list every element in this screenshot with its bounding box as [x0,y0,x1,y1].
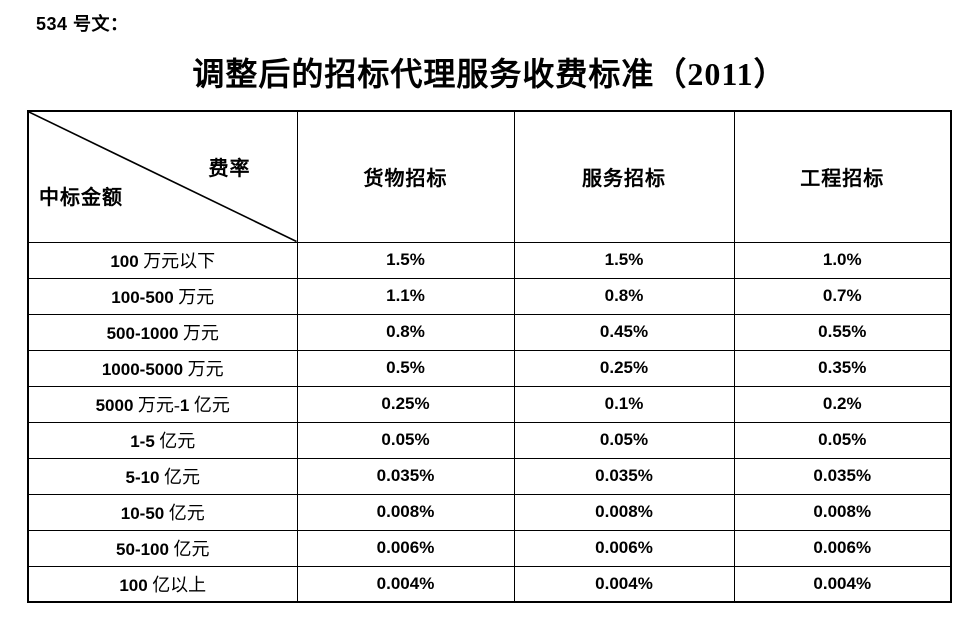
fee-table-body: 100 万元以下 1.5% 1.5% 1.0% 100-500 万元 1.1% 0.8% 0.… [27,241,952,603]
rate-value-cell: 1.5% [513,241,735,279]
table-row: 500-1000 万元 0.8% 0.45% 0.55% [27,313,952,351]
corner-label-bid-amount: 中标金额 [39,186,123,209]
corner-header-cell: 费率 中标金额 [27,110,298,243]
row-label-amount-range: 1000-5000 万元 [27,349,298,387]
rate-value-cell: 0.035% [513,457,735,495]
doc-number-label: 534 号文： [36,14,129,34]
rate-value-cell: 0.006% [296,529,515,567]
column-header-goods-bidding: 货物招标 [296,110,515,243]
row-label-amount-range: 100-500 万元 [27,277,298,315]
rate-value-cell: 0.2% [733,385,952,423]
row-label-amount-range: 5-10 亿元 [27,457,298,495]
rate-value-cell: 0.006% [733,529,952,567]
row-label-amount-range: 100 亿以上 [27,565,298,603]
column-header-service-bidding: 服务招标 [513,110,735,243]
table-row: 100-500 万元 1.1% 0.8% 0.7% [27,277,952,315]
rate-value-cell: 0.006% [513,529,735,567]
rate-value-cell: 0.45% [513,313,735,351]
rate-value-cell: 0.008% [296,493,515,531]
rate-value-cell: 0.05% [513,421,735,459]
row-label-amount-range: 50-100 亿元 [27,529,298,567]
page-title: 调整后的招标代理服务收费标准（2011） [192,56,787,92]
diagonal-divider-line [29,112,297,242]
rate-value-cell: 0.05% [296,421,515,459]
rate-value-cell: 0.35% [733,349,952,387]
rate-value-cell: 0.008% [513,493,735,531]
rate-value-cell: 0.035% [296,457,515,495]
rate-value-cell: 0.035% [733,457,952,495]
header-row: 费率 中标金额 货物招标 服务招标 工程招标 [27,110,952,243]
rate-value-cell: 0.004% [296,565,515,603]
row-label-amount-range: 10-50 亿元 [27,493,298,531]
rate-value-cell: 0.008% [733,493,952,531]
table-row: 10-50 亿元 0.008% 0.008% 0.008% [27,493,952,531]
rate-value-cell: 0.1% [513,385,735,423]
fee-table: 费率 中标金额 货物招标 服务招标 工程招标 100 万元以下 1.5% 1.5% 1… [27,110,952,603]
table-row: 1-5 亿元 0.05% 0.05% 0.05% [27,421,952,459]
table-row: 1000-5000 万元 0.5% 0.25% 0.35% [27,349,952,387]
table-row: 50-100 亿元 0.006% 0.006% 0.006% [27,529,952,567]
row-label-amount-range: 500-1000 万元 [27,313,298,351]
rate-value-cell: 1.0% [733,241,952,279]
table-row: 100 亿以上 0.004% 0.004% 0.004% [27,565,952,603]
rate-value-cell: 0.004% [733,565,952,603]
rate-value-cell: 0.05% [733,421,952,459]
rate-value-cell: 0.5% [296,349,515,387]
rate-value-cell: 0.25% [513,349,735,387]
rate-value-cell: 0.25% [296,385,515,423]
row-label-amount-range: 5000 万元-1 亿元 [27,385,298,423]
rate-value-cell: 1.1% [296,277,515,315]
table-row: 100 万元以下 1.5% 1.5% 1.0% [27,241,952,279]
table-row: 5-10 亿元 0.035% 0.035% 0.035% [27,457,952,495]
corner-label-fee-rate: 费率 [208,158,251,180]
rate-value-cell: 1.5% [296,241,515,279]
row-label-amount-range: 1-5 亿元 [27,421,298,459]
column-header-engineering-bidding: 工程招标 [733,110,952,243]
rate-value-cell: 0.7% [733,277,952,315]
table-row: 5000 万元-1 亿元 0.25% 0.1% 0.2% [27,385,952,423]
row-label-amount-range: 100 万元以下 [27,241,298,279]
rate-value-cell: 0.55% [733,313,952,351]
rate-value-cell: 0.004% [513,565,735,603]
rate-value-cell: 0.8% [296,313,515,351]
rate-value-cell: 0.8% [513,277,735,315]
